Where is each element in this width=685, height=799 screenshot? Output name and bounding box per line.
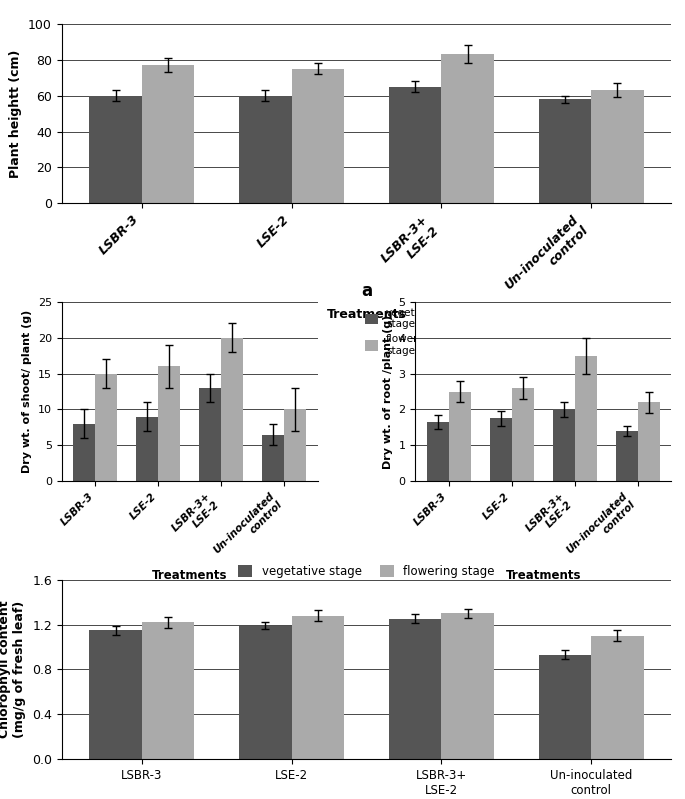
- Bar: [638, 402, 660, 481]
- Bar: [591, 90, 644, 203]
- X-axis label: Treatments: Treatments: [327, 308, 406, 321]
- Bar: [591, 636, 644, 759]
- Bar: [73, 423, 95, 481]
- Y-axis label: Plant heightt (cm): Plant heightt (cm): [10, 50, 23, 178]
- Bar: [284, 409, 306, 481]
- Text: a: a: [361, 283, 372, 300]
- Bar: [142, 66, 195, 203]
- Bar: [427, 422, 449, 481]
- Bar: [199, 388, 221, 481]
- Bar: [262, 435, 284, 481]
- Bar: [575, 356, 597, 481]
- Y-axis label: Dry wt. of shoot/ plant (g): Dry wt. of shoot/ plant (g): [22, 310, 32, 473]
- Legend: vegetative stage, flowering stage: vegetative stage, flowering stage: [234, 561, 499, 583]
- Bar: [142, 622, 195, 759]
- Bar: [441, 614, 494, 759]
- Y-axis label: Chlorophyll content
(mg/g of fresh leaf): Chlorophyll content (mg/g of fresh leaf): [0, 601, 26, 738]
- X-axis label: Treatments: Treatments: [152, 569, 227, 582]
- Bar: [449, 392, 471, 481]
- Text: b: b: [184, 589, 196, 607]
- Bar: [389, 619, 441, 759]
- Bar: [490, 419, 512, 481]
- Bar: [441, 54, 494, 203]
- Bar: [95, 374, 117, 481]
- Bar: [389, 87, 441, 203]
- Bar: [538, 99, 591, 203]
- Y-axis label: Dry wt. of root /plant (g): Dry wt. of root /plant (g): [383, 314, 393, 469]
- Legend: vegetative
stage, flowering
stage: vegetative stage, flowering stage: [361, 304, 446, 360]
- Bar: [89, 630, 142, 759]
- Bar: [538, 655, 591, 759]
- Bar: [553, 409, 575, 481]
- Bar: [292, 615, 344, 759]
- Bar: [221, 338, 243, 481]
- Bar: [292, 69, 344, 203]
- Bar: [512, 388, 534, 481]
- Bar: [136, 416, 158, 481]
- Text: c: c: [538, 589, 548, 607]
- X-axis label: Treatments: Treatments: [506, 569, 581, 582]
- Bar: [239, 626, 292, 759]
- Bar: [239, 96, 292, 203]
- Bar: [616, 431, 638, 481]
- Bar: [158, 367, 180, 481]
- Bar: [89, 96, 142, 203]
